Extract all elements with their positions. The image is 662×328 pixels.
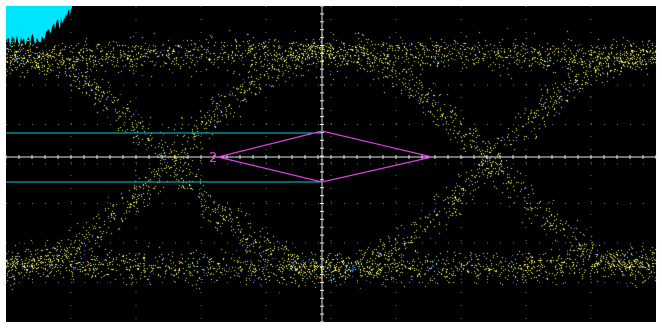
eye-mask[interactable]: 2 (209, 130, 433, 183)
mask-label: 2 (209, 151, 217, 166)
histogram-icon (6, 6, 72, 48)
horizontal-cursors[interactable] (6, 132, 322, 183)
histogram-bars (6, 6, 72, 48)
mask-polygon[interactable] (217, 130, 433, 183)
